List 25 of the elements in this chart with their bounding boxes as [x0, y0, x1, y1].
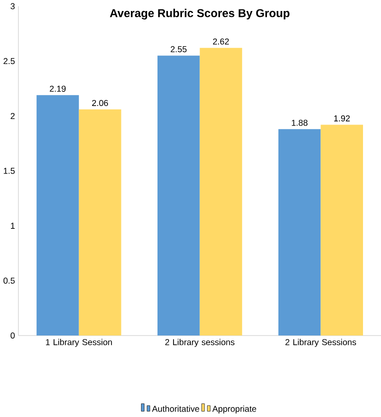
bar — [278, 129, 321, 336]
bar — [200, 48, 242, 336]
x-tick-label: 1 Library Session — [46, 338, 112, 347]
data-label: 1.92 — [334, 115, 350, 122]
data-label: 1.88 — [292, 120, 308, 126]
y-tick-label: 3 — [10, 3, 15, 10]
legend-label: Authoritative — [152, 406, 199, 412]
bar — [320, 124, 363, 336]
x-tick-label: 2 Library Sessions — [285, 338, 356, 347]
data-label: 2.06 — [92, 100, 108, 106]
legend-label: Appropriate — [212, 406, 256, 414]
y-tick-label: 1 — [10, 222, 14, 229]
data-label: 2.55 — [170, 46, 186, 52]
y-tick-label: 0 — [10, 332, 15, 339]
bar — [157, 56, 200, 336]
bar — [78, 109, 122, 336]
data-label: 2.19 — [50, 86, 66, 92]
x-tick-label: 2 Library sessions — [165, 338, 234, 347]
chart-title: Average Rubric Scores By Group — [110, 8, 290, 20]
data-label: 2.62 — [212, 38, 229, 45]
y-tick-label: 0.5 — [3, 278, 15, 284]
y-tick-label: 1.5 — [4, 168, 15, 174]
y-tick-label: 2 — [10, 112, 14, 119]
bar — [36, 95, 79, 336]
y-tick-label: 2.5 — [3, 58, 15, 64]
